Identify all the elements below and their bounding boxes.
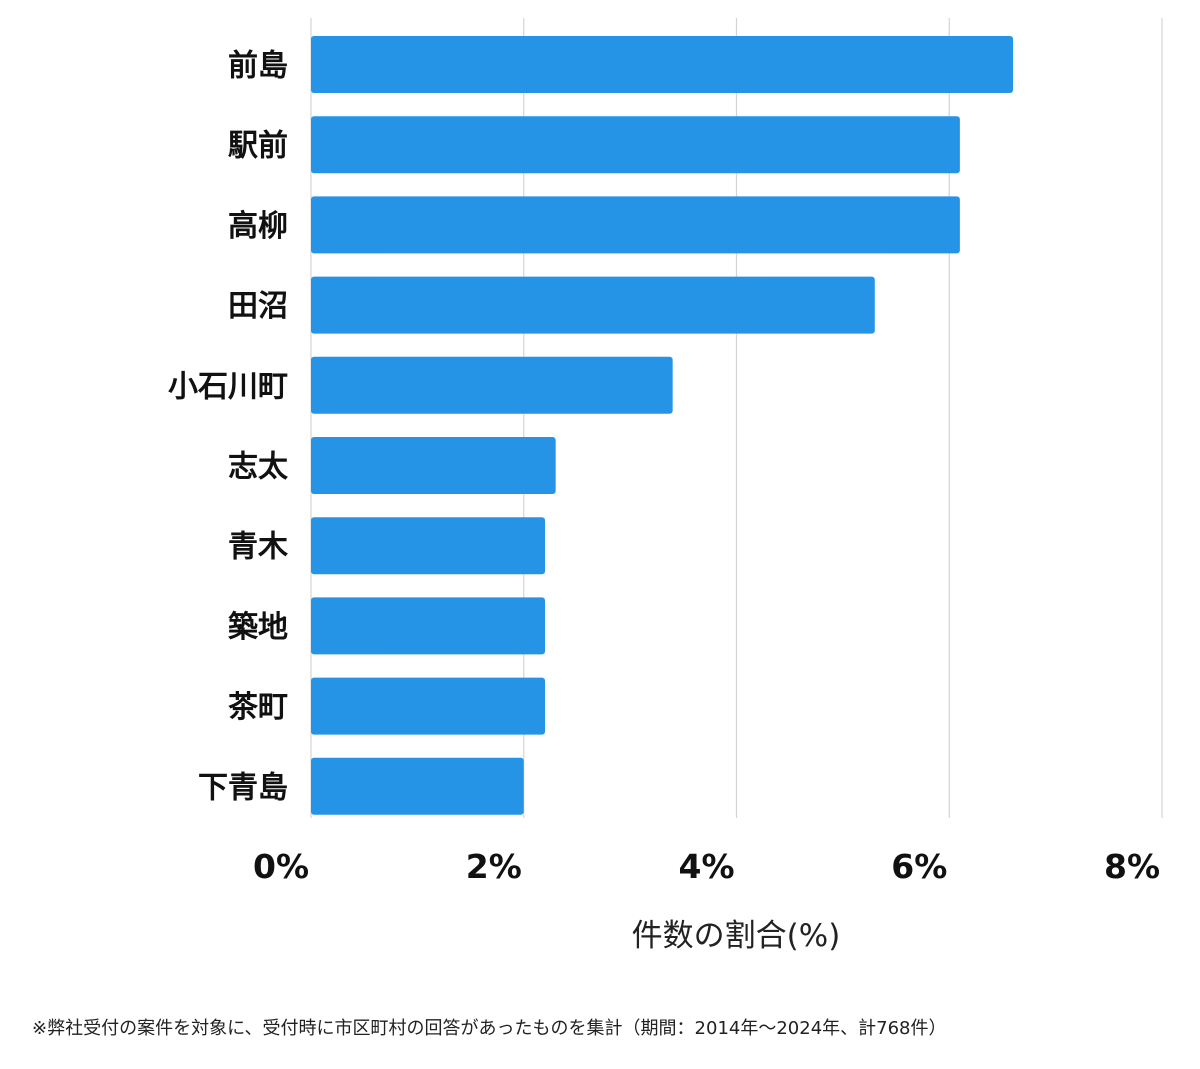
bar: [311, 276, 875, 334]
category-label: 築地: [228, 610, 288, 645]
x-tick-label: 0%: [253, 847, 309, 886]
bar: [311, 677, 546, 735]
category-label: 小石川町: [168, 369, 288, 404]
category-label: 下青島: [198, 770, 288, 805]
x-tick-label: 2%: [466, 847, 522, 886]
bar: [311, 196, 960, 254]
category-label: 茶町: [228, 690, 288, 725]
bar: [311, 517, 546, 575]
category-label: 田沼: [228, 289, 288, 324]
x-tick-label: 4%: [678, 847, 734, 886]
x-tick-label: 8%: [1104, 847, 1160, 886]
bar: [311, 597, 546, 655]
footnote: ※弊社受付の案件を対象に、受付時に市区町村の回答があったものを集計（期間：201…: [32, 1018, 947, 1039]
category-label: 前島: [228, 49, 288, 84]
category-label: 高柳: [228, 209, 288, 244]
bar: [311, 116, 960, 174]
x-axis-title: 件数の割合(%): [632, 918, 841, 954]
x-tick-label: 6%: [891, 847, 947, 886]
category-label: 駅前: [228, 129, 288, 164]
bar: [311, 356, 673, 414]
bars: [311, 36, 1014, 815]
category-label: 志太: [228, 450, 289, 485]
bar: [311, 437, 556, 494]
bar: [311, 36, 1014, 93]
category-label: 青木: [228, 530, 288, 565]
bar: [311, 757, 524, 815]
x-tick-labels: 0% 2% 4% 6% 8%: [253, 847, 1160, 886]
